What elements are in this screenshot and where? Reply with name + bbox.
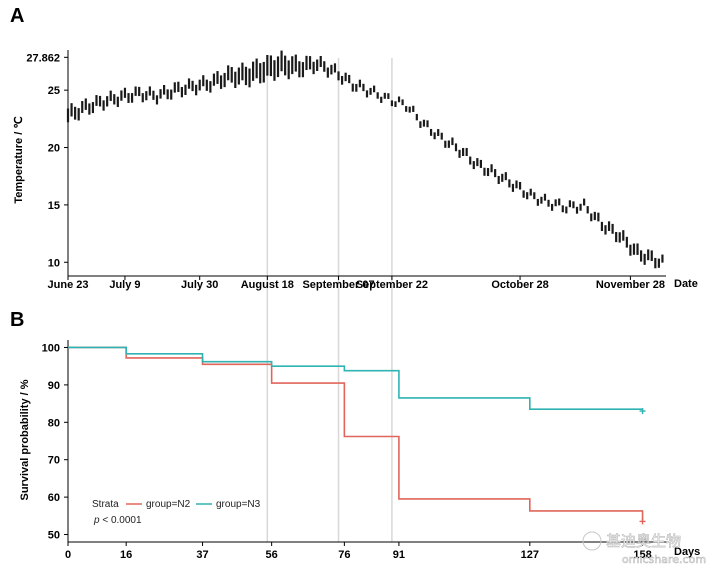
b-y-ticks: 50 60 70 80 90 100 xyxy=(42,342,68,542)
reference-lines xyxy=(266,58,393,542)
panel-a-letter: A xyxy=(10,5,24,27)
watermark-line1: 基迪奥生物 xyxy=(606,532,681,550)
a-x-tick-label: June 23 xyxy=(48,279,89,291)
survival-chart: 50 60 70 80 90 100 0 16 37 56 76 91 127 158 Survival… xyxy=(19,340,700,561)
b-x-tick-label: 16 xyxy=(120,549,132,561)
a-y-tick-label: 10 xyxy=(48,257,60,269)
a-y-tick-label: 27.862 xyxy=(26,52,60,64)
b-x-ticks: 0 16 37 56 76 91 127 158 xyxy=(65,542,652,561)
watermark-logo-icon xyxy=(582,531,602,551)
b-y-tick-label: 70 xyxy=(48,455,60,467)
b-y-tick-label: 90 xyxy=(48,380,60,392)
legend-title: Strata xyxy=(92,499,119,510)
a-x-tick-label: August 18 xyxy=(241,279,294,291)
watermark: 基迪奥生物 omicshare.com xyxy=(582,531,706,566)
b-y-tick-label: 80 xyxy=(48,417,60,429)
watermark-line2: omicshare.com xyxy=(622,553,706,566)
a-y-ticks: 10 15 20 25 27.862 xyxy=(26,52,68,269)
a-x-tick-label: September 07 xyxy=(302,279,374,291)
b-y-axis-title: Survival probability / % xyxy=(19,379,31,500)
a-x-tick-label: November 28 xyxy=(596,279,665,291)
a-y-tick-label: 25 xyxy=(48,85,60,97)
legend-label-n2: group=N2 xyxy=(146,499,191,510)
a-x-axis-title: Date xyxy=(674,278,698,290)
a-x-ticks: June 23 July 9 July 30 August 18 September 0… xyxy=(48,276,665,291)
b-x-tick-label: 37 xyxy=(196,549,208,561)
b-survival-series xyxy=(68,346,646,525)
survival-curve-n2 xyxy=(68,346,644,522)
b-x-tick-label: 76 xyxy=(338,549,350,561)
b-y-tick-label: 50 xyxy=(48,530,60,542)
survival-curve-n3 xyxy=(68,346,644,412)
a-x-tick-label: September 22 xyxy=(356,279,428,291)
a-x-tick-label: October 28 xyxy=(491,279,548,291)
b-x-tick-label: 127 xyxy=(521,549,539,561)
a-y-axis-title: Temperature / ℃ xyxy=(13,116,25,203)
panel-b-letter: B xyxy=(10,309,24,331)
b-x-tick-label: 56 xyxy=(266,549,278,561)
legend: Strata group=N2 group=N3 xyxy=(92,499,261,510)
legend-label-n3: group=N3 xyxy=(216,499,261,510)
a-y-tick-label: 15 xyxy=(48,200,60,212)
a-temperature-series xyxy=(66,50,664,269)
b-y-tick-label: 100 xyxy=(42,342,60,354)
a-y-tick-label: 20 xyxy=(48,143,60,155)
censor-mark xyxy=(639,408,646,415)
b-x-tick-label: 91 xyxy=(393,549,405,561)
p-value: p < 0.0001 xyxy=(93,515,142,526)
b-x-tick-label: 0 xyxy=(65,549,71,561)
a-x-tick-label: July 30 xyxy=(181,279,218,291)
censor-mark xyxy=(639,518,646,525)
b-x-axis-title: Days xyxy=(674,546,700,558)
b-x-tick-label: 158 xyxy=(633,549,651,561)
p-value-text: < 0.0001 xyxy=(100,515,142,526)
temperature-chart: 10 15 20 25 27.862 June 23 July 9 July 30 Augus… xyxy=(13,50,698,291)
b-y-tick-label: 60 xyxy=(48,492,60,504)
a-x-tick-label: July 9 xyxy=(109,279,140,291)
